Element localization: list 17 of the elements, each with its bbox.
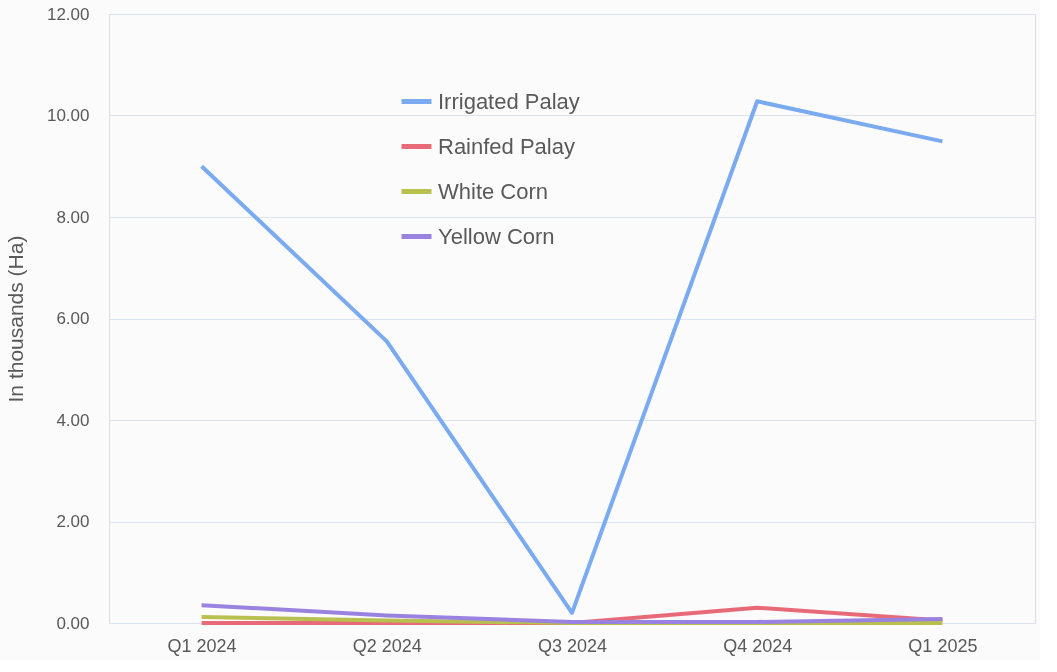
legend-label: Rainfed Palay [438,133,575,159]
y-tick-label: 6.00 [56,309,90,328]
x-tick-label: Q2 2024 [352,635,422,656]
y-tick-label: 12.00 [46,4,90,24]
x-tick-label: Q4 2024 [723,635,793,656]
y-axis-title: In thousands (Ha) [3,235,27,403]
legend-label: Irrigated Palay [438,88,580,114]
y-tick-label: 2.00 [56,512,90,531]
x-tick-label: Q1 2025 [908,635,978,656]
x-tick-label: Q1 2024 [167,635,237,656]
legend-label: Yellow Corn [438,223,555,249]
x-tick-label: Q3 2024 [537,635,608,656]
y-tick-label: 8.00 [56,207,90,227]
y-tick-label: 4.00 [56,410,90,430]
y-tick-label: 0.00 [56,613,90,633]
y-tick-label: 10.00 [46,106,90,125]
legend-label: White Corn [438,178,549,204]
